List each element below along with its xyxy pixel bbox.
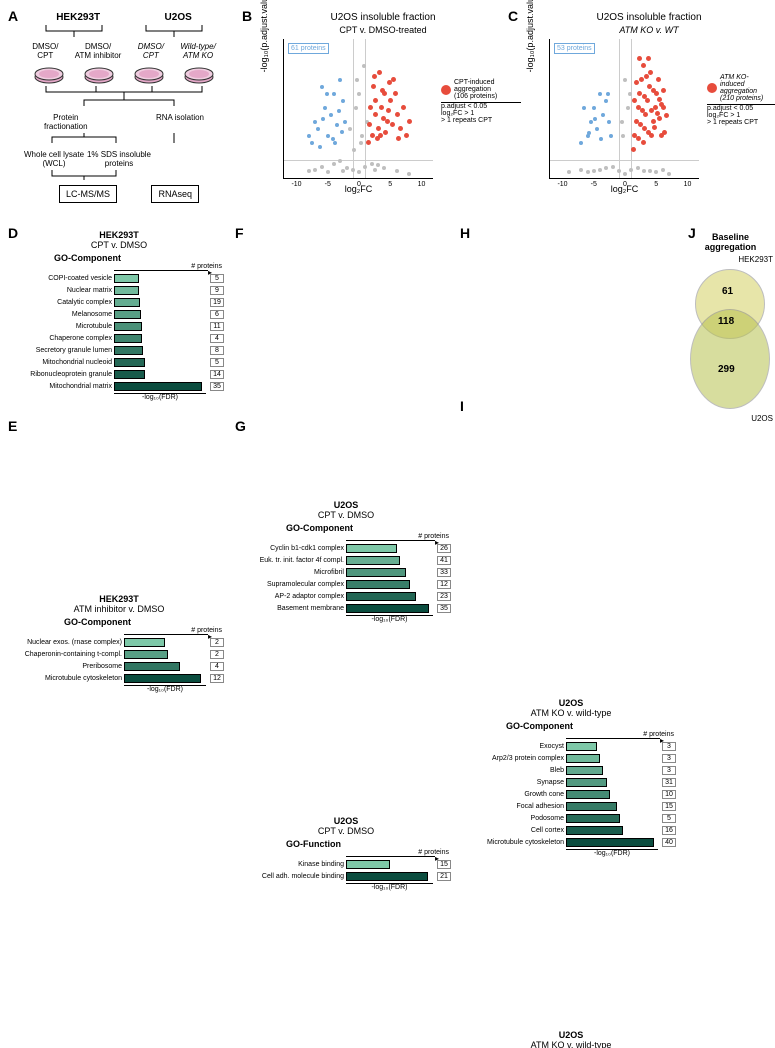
legend-c-title: ATM KO- induced aggregation (210 protein… xyxy=(720,74,763,102)
panel-g: U2OSCPT v. DMSOGO-Function# proteins▸Kin… xyxy=(241,816,451,891)
panel-b-label: B xyxy=(242,8,252,24)
treat-u2os-2: Wild-type/ ATM KO xyxy=(180,42,216,60)
treat-hek-2: DMSO/ ATM inhibitor xyxy=(75,42,122,60)
branch-rna: RNA isolation xyxy=(156,113,204,131)
blue-count-b: 61 proteins xyxy=(288,43,329,54)
ylabel-b: -log₁₀(p.adjust.value) xyxy=(259,0,269,72)
box-rnaseq: RNAseq xyxy=(151,185,199,203)
panel-c-subtitle: ATM KO v. WT xyxy=(524,25,774,35)
crit-c-1: log₂FC > 1 xyxy=(707,112,775,119)
panel-j-title: Baseline aggregation xyxy=(688,232,773,252)
panel-j: Baseline aggregation HEK293T 61 118 299 … xyxy=(688,232,773,423)
panel-h: U2OSATM KO v. wild-typeGO-Component# pro… xyxy=(466,698,676,857)
crit-b-0: p.adjust < 0.05 xyxy=(441,103,521,110)
legend-red-icon xyxy=(441,85,451,95)
panel-i-label: I xyxy=(460,398,464,414)
flask-icon xyxy=(82,62,116,84)
flask-row xyxy=(24,62,224,84)
treat-hek-1: DMSO/ CPT xyxy=(32,42,58,60)
legend-red-icon xyxy=(707,83,717,93)
ylabel-c: -log₁₀(p.adjust.value) xyxy=(525,0,535,72)
box-lcms: LC-MS/MS xyxy=(59,185,117,203)
flask-icon xyxy=(32,62,66,84)
panel-a-label: A xyxy=(8,8,18,24)
venn-top-n: 61 xyxy=(722,286,733,297)
venn-overlap-n: 118 xyxy=(718,316,734,327)
crit-b-2: > 1 repeats CPT xyxy=(441,117,521,124)
tree-mid xyxy=(24,84,224,110)
flask-icon xyxy=(132,62,166,84)
panel-b-title: U2OS insoluble fraction xyxy=(258,12,508,23)
legend-b-title: CPT-induced aggregation (106 proteins) xyxy=(454,79,497,100)
panel-h-label: H xyxy=(460,225,470,241)
panel-f-label: F xyxy=(235,225,244,241)
flask-icon xyxy=(182,62,216,84)
volcano-plot-c: 53 proteins -log₁₀(p.adjust.value) log₂F… xyxy=(549,39,699,179)
cell-line-u2os: U2OS xyxy=(165,12,192,23)
crit-c-2: > 1 repeats CPT xyxy=(707,119,775,126)
panel-d: HEK293TCPT v. DMSOGO-Component# proteins… xyxy=(14,230,224,401)
crit-c-0: p.adjust < 0.05 xyxy=(707,105,775,112)
venn-bot-n: 299 xyxy=(718,364,735,375)
branch-protein: Protein fractionation xyxy=(44,113,88,131)
panel-a: HEK293T U2OS DMSO/ CPT DMSO/ ATM inhibit… xyxy=(24,12,224,203)
panel-c-label: C xyxy=(508,8,518,24)
panel-i: U2OSATM KO v. wild-typeGO-Function# prot… xyxy=(466,1030,676,1048)
cell-line-hek: HEK293T xyxy=(56,12,100,23)
tree-final xyxy=(24,168,224,182)
panel-c: U2OS insoluble fraction ATM KO v. WT 53 … xyxy=(524,12,774,179)
panel-e-label: E xyxy=(8,418,17,434)
leaf-insol: 1% SDS insoluble proteins xyxy=(84,150,154,168)
legend-b: CPT-induced aggregation (106 proteins) p… xyxy=(441,79,521,124)
venn-bot-label: U2OS xyxy=(688,414,773,423)
treat-u2os-1: DMSO/ CPT xyxy=(138,42,164,60)
panel-c-title: U2OS insoluble fraction xyxy=(524,12,774,23)
panel-e: HEK293TATM inhibitor v. DMSOGO-Component… xyxy=(14,594,224,693)
panel-b-subtitle: CPT v. DMSO-treated xyxy=(258,25,508,35)
crit-b-1: log₂FC > 1 xyxy=(441,110,521,117)
leaf-wcl: Whole cell lysate (WCL) xyxy=(24,150,84,168)
blue-count-c: 53 proteins xyxy=(554,43,595,54)
panel-b: U2OS insoluble fraction CPT v. DMSO-trea… xyxy=(258,12,508,179)
volcano-plot-b: 61 proteins -log₁₀(p.adjust.value) log₂F… xyxy=(283,39,433,179)
panel-g-label: G xyxy=(235,418,246,434)
panel-f: U2OSCPT v. DMSOGO-Component# proteins▸Cy… xyxy=(241,500,451,623)
tree-top xyxy=(24,23,224,39)
venn-top-label: HEK293T xyxy=(688,255,773,264)
tree-bot xyxy=(24,131,224,147)
legend-c: ATM KO- induced aggregation (210 protein… xyxy=(707,74,775,126)
venn-diagram: 61 118 299 xyxy=(688,264,773,414)
